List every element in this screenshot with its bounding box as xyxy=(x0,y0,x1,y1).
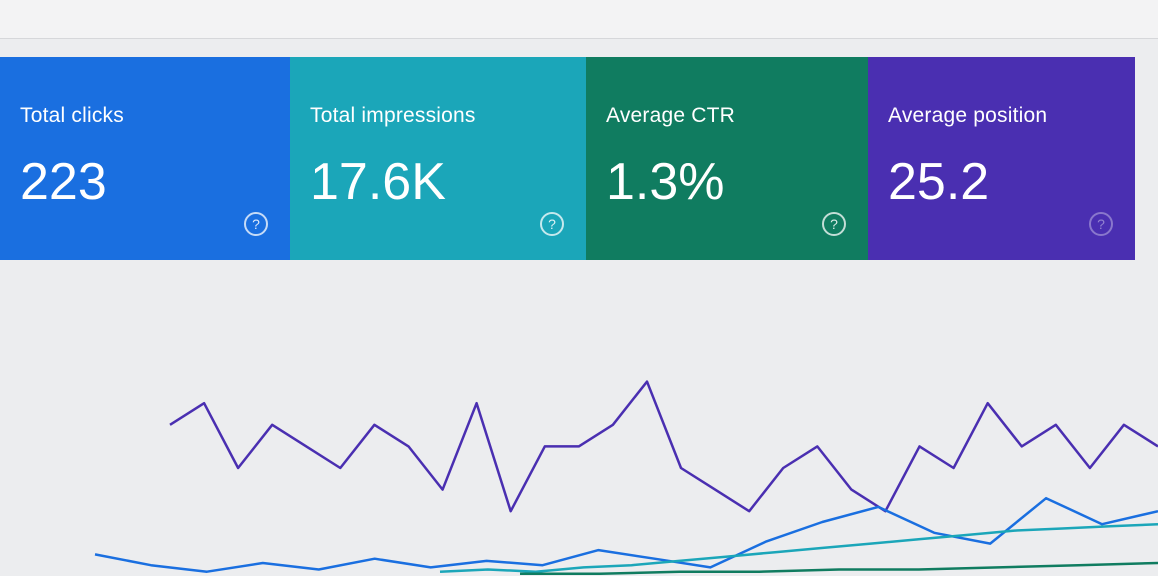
average-position-value: 25.2 xyxy=(888,153,990,211)
total-impressions-value: 17.6K xyxy=(310,153,446,211)
series-line-2 xyxy=(94,496,1158,573)
performance-chart xyxy=(94,380,1158,576)
average-ctr-label: Average CTR xyxy=(606,104,736,127)
average-position-label: Average position xyxy=(888,104,1048,127)
help-icon[interactable]: ? xyxy=(822,212,846,236)
total-impressions-card[interactable]: Total impressions 17.6K ? xyxy=(290,57,586,260)
series-line-3 xyxy=(439,522,1158,573)
help-icon[interactable]: ? xyxy=(244,212,268,236)
total-impressions-label: Total impressions xyxy=(310,104,476,127)
help-icon[interactable]: ? xyxy=(1089,212,1113,236)
help-icon[interactable]: ? xyxy=(540,212,564,236)
total-clicks-label: Total clicks xyxy=(20,104,124,127)
total-clicks-value: 223 xyxy=(20,153,107,211)
average-position-card[interactable]: Average position 25.2 ? xyxy=(868,57,1135,260)
summary-cards: Total clicks 223 ? Total impressions 17.… xyxy=(0,57,1135,260)
average-ctr-card[interactable]: Average CTR 1.3% ? xyxy=(586,57,868,260)
average-ctr-value: 1.3% xyxy=(606,153,725,211)
top-toolbar xyxy=(0,0,1158,39)
series-line-4 xyxy=(520,561,1158,576)
total-clicks-card[interactable]: Total clicks 223 ? xyxy=(0,57,290,260)
series-line-1 xyxy=(169,380,1158,513)
